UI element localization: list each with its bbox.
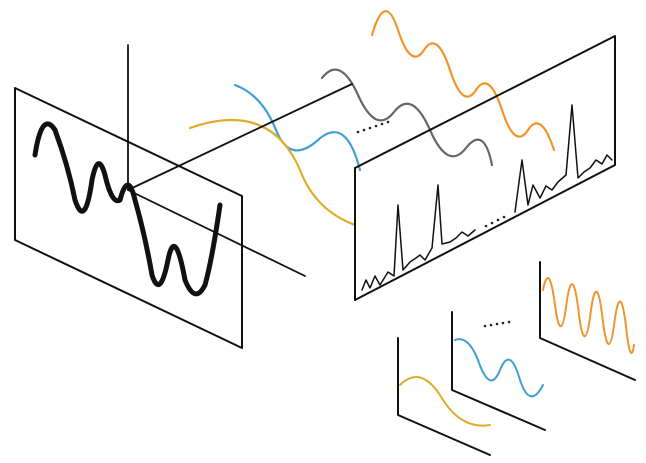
blue-component xyxy=(455,339,543,396)
blue-component-axes xyxy=(452,312,545,430)
spectrum-right xyxy=(515,105,612,212)
orange-component-axes xyxy=(540,262,635,380)
component-dots xyxy=(484,321,511,328)
time-axis xyxy=(128,84,352,190)
page: (() => { const data = JSON.parse(documen… xyxy=(0,0,646,463)
spectrum xyxy=(362,185,475,290)
fourier-diagram xyxy=(0,0,646,463)
frequency-panel xyxy=(355,36,615,300)
orange-band xyxy=(560,52,585,191)
gray-wave xyxy=(322,70,492,165)
spectrum-dots xyxy=(485,216,506,228)
blue-wave xyxy=(235,85,360,170)
frequency-axis xyxy=(128,190,305,276)
ellipsis-dots xyxy=(357,121,390,134)
orange-component xyxy=(543,278,634,353)
gold-wave xyxy=(190,120,355,225)
